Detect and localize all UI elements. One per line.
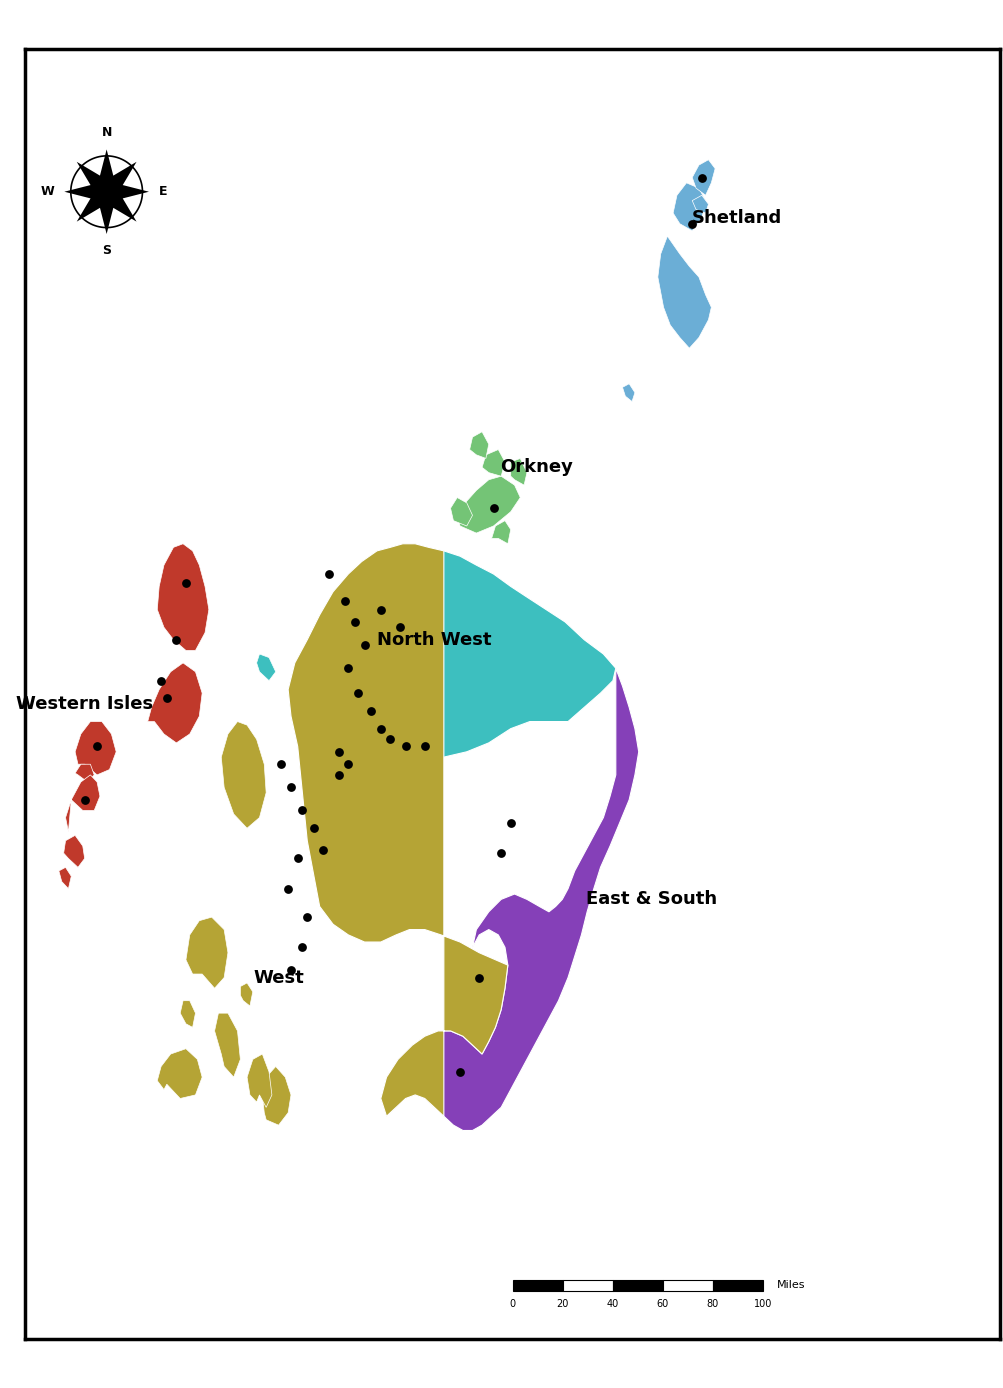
Point bbox=[693, 167, 709, 189]
Polygon shape bbox=[65, 775, 100, 831]
Point bbox=[391, 616, 407, 638]
Point bbox=[683, 212, 699, 235]
Point bbox=[169, 629, 185, 651]
Polygon shape bbox=[257, 654, 276, 680]
Text: 20: 20 bbox=[556, 1299, 569, 1309]
Point bbox=[76, 788, 92, 811]
Text: Shetland: Shetland bbox=[691, 210, 781, 228]
Point bbox=[503, 812, 519, 834]
Point bbox=[330, 763, 346, 786]
Polygon shape bbox=[450, 497, 472, 526]
Point bbox=[158, 687, 175, 709]
Text: N: N bbox=[101, 126, 111, 139]
Point bbox=[372, 718, 388, 740]
Polygon shape bbox=[672, 183, 705, 230]
Polygon shape bbox=[491, 520, 511, 544]
Point bbox=[340, 657, 356, 679]
Polygon shape bbox=[247, 1053, 272, 1108]
Point bbox=[299, 906, 315, 929]
Polygon shape bbox=[240, 983, 253, 1006]
Bar bbox=[513, 1280, 562, 1291]
Polygon shape bbox=[456, 476, 520, 533]
Polygon shape bbox=[288, 544, 615, 761]
Polygon shape bbox=[75, 722, 116, 775]
Point bbox=[382, 729, 398, 751]
Point bbox=[89, 736, 105, 758]
Polygon shape bbox=[157, 1049, 202, 1098]
Point bbox=[152, 669, 169, 691]
Point bbox=[294, 937, 310, 959]
Point bbox=[485, 497, 502, 519]
Point bbox=[397, 736, 413, 758]
Bar bbox=[662, 1280, 712, 1291]
Polygon shape bbox=[622, 383, 634, 401]
Polygon shape bbox=[481, 450, 505, 476]
Polygon shape bbox=[63, 836, 84, 868]
Bar bbox=[612, 1280, 662, 1291]
Point bbox=[347, 611, 363, 633]
Point bbox=[337, 590, 353, 612]
Polygon shape bbox=[64, 150, 148, 235]
Bar bbox=[712, 1280, 762, 1291]
Polygon shape bbox=[215, 1013, 240, 1077]
Point bbox=[470, 966, 486, 988]
Text: Orkney: Orkney bbox=[499, 458, 573, 476]
Text: E: E bbox=[158, 185, 168, 198]
Point bbox=[315, 838, 331, 861]
Text: West: West bbox=[253, 969, 304, 987]
Polygon shape bbox=[59, 868, 71, 888]
Polygon shape bbox=[691, 196, 708, 214]
Point bbox=[349, 682, 365, 704]
Point bbox=[451, 1060, 467, 1083]
Polygon shape bbox=[691, 160, 714, 196]
Point bbox=[283, 959, 299, 981]
Text: 40: 40 bbox=[606, 1299, 618, 1309]
Point bbox=[372, 598, 388, 620]
Text: Miles: Miles bbox=[776, 1280, 804, 1291]
Point bbox=[273, 754, 289, 776]
Polygon shape bbox=[657, 236, 711, 348]
Point bbox=[356, 634, 372, 657]
Polygon shape bbox=[221, 722, 266, 829]
Text: 0: 0 bbox=[510, 1299, 516, 1309]
Text: Western Isles: Western Isles bbox=[16, 695, 153, 713]
Point bbox=[340, 754, 356, 776]
Point bbox=[363, 700, 379, 722]
Point bbox=[283, 776, 299, 798]
Point bbox=[294, 799, 310, 822]
Point bbox=[306, 818, 322, 840]
Point bbox=[416, 736, 432, 758]
Polygon shape bbox=[75, 765, 94, 781]
Point bbox=[321, 564, 337, 586]
Polygon shape bbox=[511, 458, 527, 484]
Polygon shape bbox=[157, 544, 209, 651]
Point bbox=[290, 847, 306, 869]
Polygon shape bbox=[262, 1066, 291, 1126]
Bar bbox=[562, 1280, 612, 1291]
Text: North West: North West bbox=[377, 630, 491, 648]
Polygon shape bbox=[380, 668, 638, 1130]
Polygon shape bbox=[288, 544, 508, 1116]
Polygon shape bbox=[147, 663, 202, 743]
Point bbox=[492, 843, 509, 865]
Polygon shape bbox=[186, 917, 228, 988]
Point bbox=[178, 572, 194, 594]
Text: East & South: East & South bbox=[585, 890, 716, 908]
Point bbox=[330, 741, 346, 763]
Polygon shape bbox=[469, 432, 488, 458]
Text: 60: 60 bbox=[656, 1299, 668, 1309]
Text: 80: 80 bbox=[706, 1299, 718, 1309]
Text: W: W bbox=[40, 185, 54, 198]
Text: S: S bbox=[102, 244, 111, 257]
Point bbox=[280, 877, 296, 899]
Polygon shape bbox=[180, 1001, 196, 1027]
Text: 100: 100 bbox=[753, 1299, 771, 1309]
